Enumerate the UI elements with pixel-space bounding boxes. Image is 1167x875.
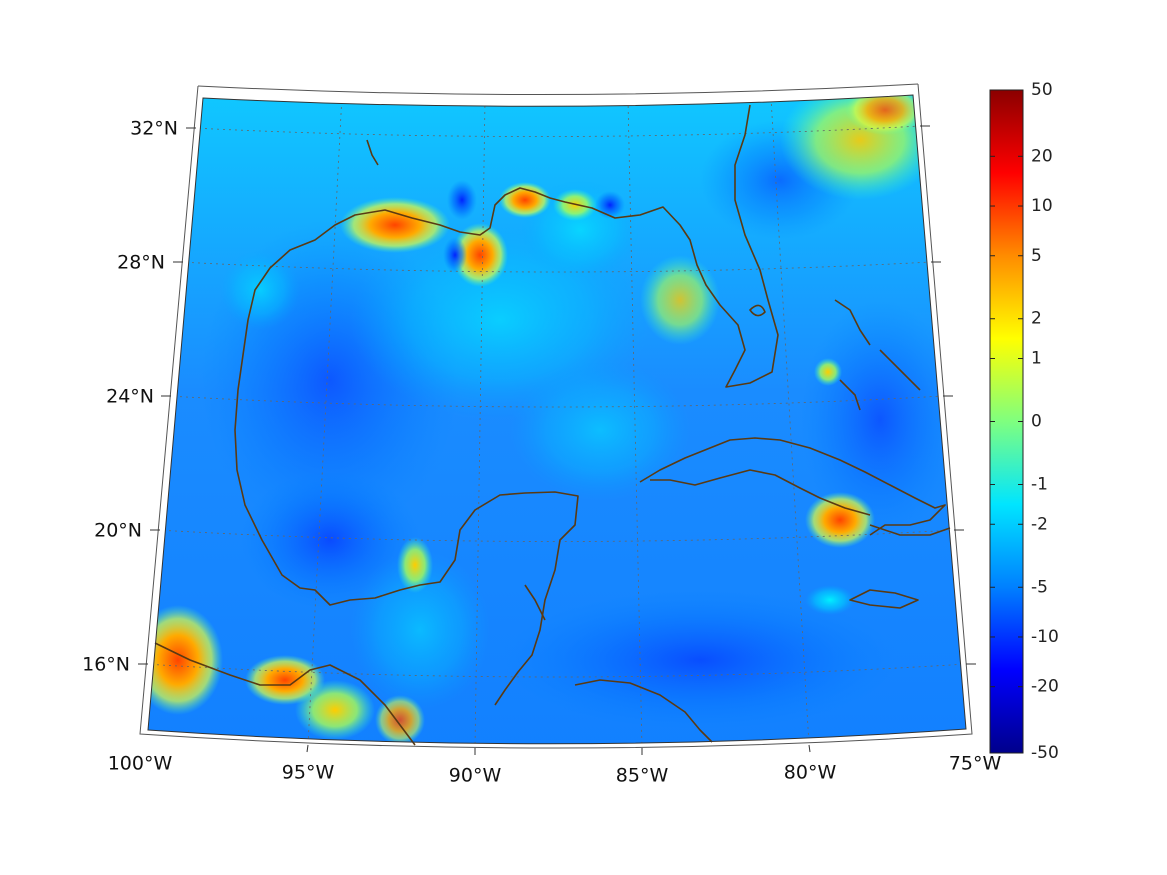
colorbar-tick-label: -10 [1031, 627, 1059, 647]
colorbar-tick-label: -50 [1031, 743, 1059, 763]
colorbar-tick-label: 50 [1031, 80, 1053, 100]
lon-label-80w: 80°W [784, 762, 837, 784]
data-field [148, 95, 966, 744]
colorbar-tick-label: 10 [1031, 196, 1053, 216]
frame-ticks [138, 125, 976, 755]
lat-label-20n: 20°N [94, 520, 142, 542]
map-frame [139, 83, 973, 749]
latitude-labels: 32°N 28°N 24°N 20°N 16°N [82, 118, 178, 676]
colorbar-tick-label: 20 [1031, 146, 1053, 166]
coastlines [154, 104, 951, 746]
colorbar-tick-label: -2 [1031, 514, 1048, 534]
lat-label-32n: 32°N [130, 118, 178, 140]
graticule [148, 95, 966, 744]
longitude-labels: 100°W 95°W 90°W 85°W 80°W 75°W [108, 753, 1002, 787]
colorbar-tick-label: -1 [1031, 474, 1048, 494]
lon-label-85w: 85°W [616, 765, 669, 787]
colorbar-tick-label: 0 [1031, 412, 1042, 432]
lat-label-28n: 28°N [117, 252, 165, 274]
lon-label-95w: 95°W [282, 762, 335, 784]
lon-label-75w: 75°W [949, 753, 1002, 775]
colorbar-tick-label: 5 [1031, 246, 1042, 266]
lon-label-90w: 90°W [449, 765, 502, 787]
colorbar-tick-label: 2 [1031, 309, 1042, 329]
lat-label-16n: 16°N [82, 654, 130, 676]
colorbar-tick-label: -5 [1031, 577, 1048, 597]
colorbar-tick-label: 1 [1031, 349, 1042, 369]
colorbar-tick-label: -20 [1031, 677, 1059, 697]
lon-label-100w: 100°W [108, 753, 173, 775]
lat-label-24n: 24°N [106, 386, 154, 408]
